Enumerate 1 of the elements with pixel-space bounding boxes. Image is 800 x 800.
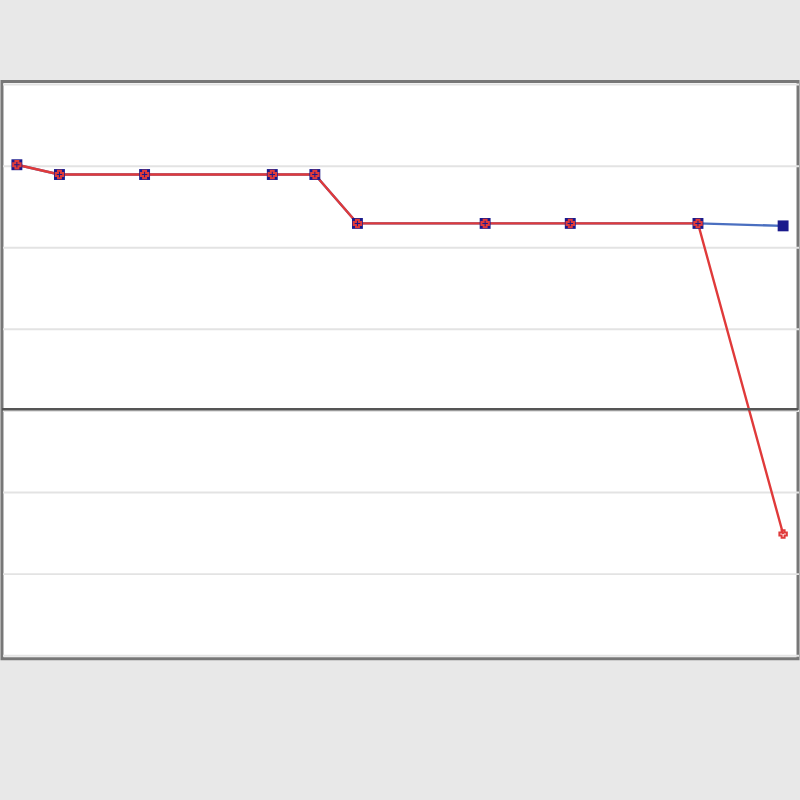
point — [778, 529, 788, 539]
